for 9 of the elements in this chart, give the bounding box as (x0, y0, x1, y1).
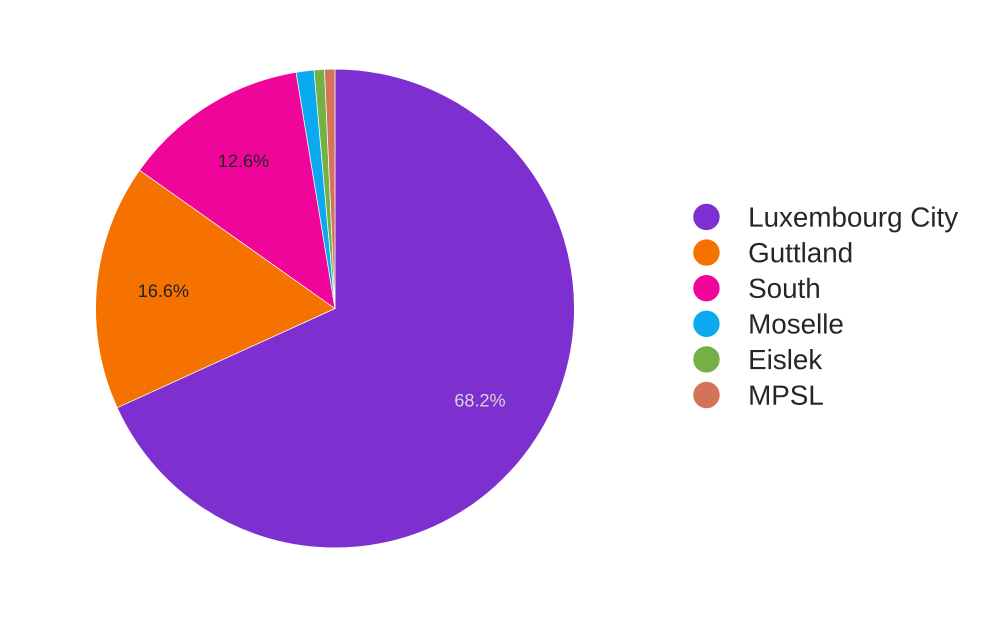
legend-label: Eislek (750, 348, 822, 370)
legend-label: Moselle (750, 313, 843, 334)
legend-label: South (749, 278, 819, 298)
legend-label: Guttland (750, 242, 852, 263)
data-label: 16.6% (139, 284, 188, 298)
data-label: 12.6% (219, 154, 269, 168)
data-label: 68.2% (455, 394, 505, 407)
legend-label: MPSL (750, 385, 823, 405)
legend-label: Luxembourg City (750, 206, 958, 232)
